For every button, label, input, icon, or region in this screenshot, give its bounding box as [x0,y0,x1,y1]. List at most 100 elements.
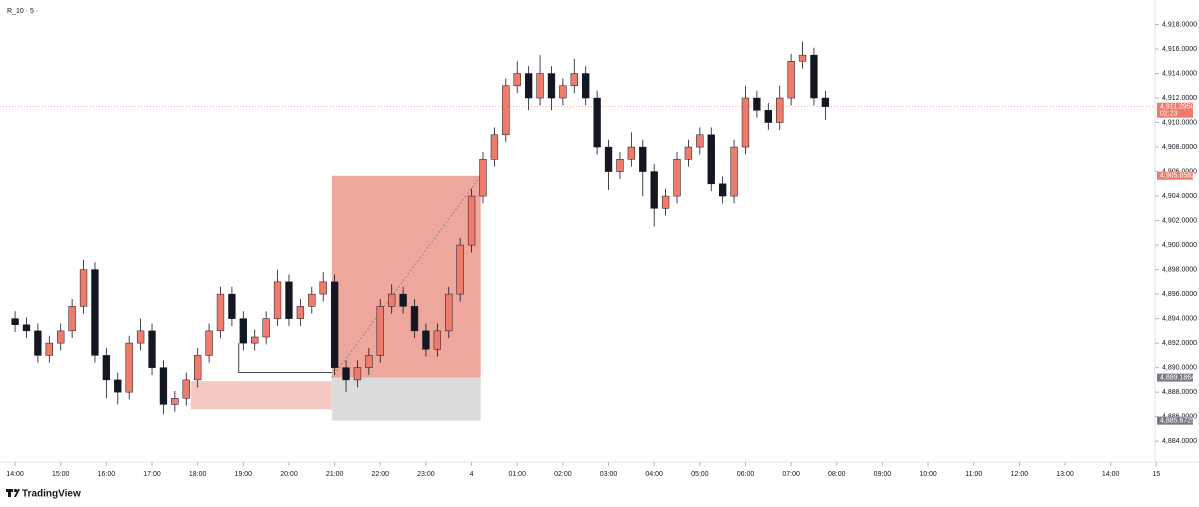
countdown: 02:23 [1160,111,1178,118]
candle-body [696,134,704,148]
candle-body [661,195,670,209]
y-tick-label: 4,918.0000 [1162,21,1197,28]
x-tick-label: 19:00 [235,471,253,478]
candle-body [730,146,738,197]
candle-body [536,73,544,99]
x-tick-label: 16:00 [98,471,116,478]
x-tick-label: 08:00 [828,471,846,478]
candle-body [707,134,715,185]
price-label-box [1157,102,1193,118]
candle-body [102,355,111,381]
price-label: 4,911.2950 [1160,104,1195,111]
x-tick-label: 17:00 [143,471,161,478]
x-tick-label: 4 [470,471,474,478]
candle-body [559,85,567,99]
brand-name: TradingView [22,489,81,500]
candle-body [582,73,590,99]
y-tick-label: 4,904.0000 [1162,193,1197,200]
candle-body [205,330,213,356]
x-tick-label: 03:00 [600,471,618,478]
candle-body [216,293,225,332]
target-zone [331,377,481,421]
candle-body [22,324,31,332]
candle-body [319,281,327,295]
candle-body [182,379,190,399]
y-tick-label: 4,916.0000 [1162,46,1197,53]
candle-body [79,269,88,307]
trade-path [331,175,482,378]
x-tick-label: 05:00 [691,471,709,478]
candle-body [456,244,464,295]
candle-body [296,306,305,319]
candle-body [342,367,350,381]
candle-body [308,293,316,307]
x-tick-label: 14:00 [6,471,24,478]
candle-body [239,318,247,344]
x-tick-label: 20:00 [280,471,298,478]
y-tick-label: 4,900.0000 [1162,242,1197,249]
y-tick-label: 4,894.0000 [1162,315,1197,322]
x-tick-label: 23:00 [417,471,435,478]
y-tick-label: 4,914.0000 [1162,70,1197,77]
candle-body [388,293,396,307]
candle-body [821,97,830,107]
y-tick-label: 4,888.0000 [1162,389,1197,396]
candle-body [34,330,42,356]
candle-body [673,159,681,197]
candle-body [125,342,133,393]
candle-body [639,146,647,172]
x-tick-label: 06:00 [737,471,755,478]
y-tick-label: 4,910.0000 [1162,119,1197,126]
y-tick-label: 4,890.0000 [1162,364,1197,371]
candle-body [604,146,613,172]
candle-body [114,379,122,393]
x-tick-label: 22:00 [372,471,390,478]
candle-body [136,330,145,344]
zone [190,381,332,410]
y-tick-label: 4,898.0000 [1162,266,1197,273]
candle-body [524,73,533,99]
candle-body [159,367,168,405]
candle-body [330,281,339,368]
candle-body [57,330,65,344]
price-label-box [1157,171,1193,180]
candle-body [650,171,658,209]
candle-body [490,134,499,160]
x-tick-label: 10:00 [919,471,937,478]
candle-body [718,183,727,197]
price-label-box [1157,373,1193,382]
candle-body [228,293,236,319]
candle-body [193,355,202,381]
x-tick-label: 15:00 [52,471,70,478]
x-tick-label: 21:00 [326,471,344,478]
candle-body [353,367,362,381]
x-tick-label: 14:00 [1102,471,1120,478]
brand-logo [6,488,20,497]
candle-body [593,97,601,148]
y-tick-label: 4,892.0000 [1162,340,1197,347]
candle-body [798,54,807,62]
candle-body [410,306,419,332]
price-label: 4,885.6725 [1160,418,1195,425]
x-tick-label: 09:00 [874,471,892,478]
candle-body [148,330,156,368]
candle-body [285,281,293,319]
candle-body [776,97,784,123]
candle-body [810,54,818,99]
x-tick-label: 13:00 [1056,471,1074,478]
candle-body [570,73,578,87]
candle-body [787,61,795,99]
candle-body [502,85,510,136]
candle-body [376,306,384,356]
chart-title: R_10 · 5 · [7,8,38,15]
candle-body [365,355,373,368]
candle-body [627,146,636,160]
candle-body [764,110,772,123]
plot [0,41,1155,421]
y-tick-label: 4,912.0000 [1162,95,1197,102]
candle-body [273,281,282,319]
candle-body [68,306,76,332]
x-tick-label: 01:00 [508,471,526,478]
